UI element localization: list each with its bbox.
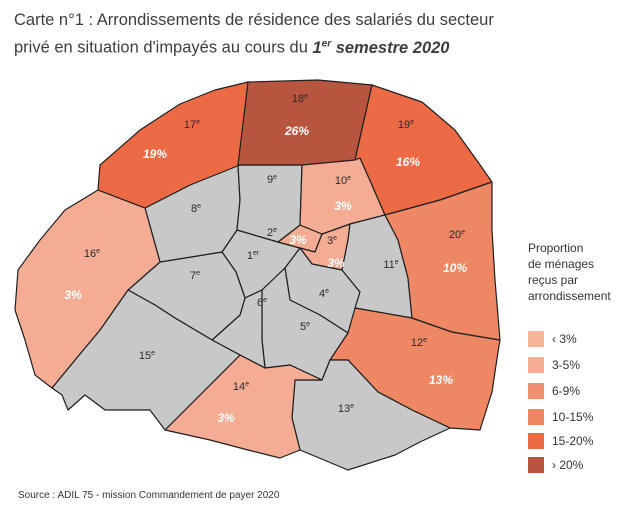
arrondissement-20	[384, 181, 501, 341]
arrondissement-label-11: 11e	[383, 259, 398, 271]
legend-label: 15-20%	[552, 434, 594, 448]
arrondissement-label-12: 12e	[411, 337, 427, 349]
arrondissement-label-2: 2e	[267, 227, 277, 239]
arrondissement-label-8: 8e	[191, 203, 201, 215]
arrondissement-value-19: 16%	[396, 155, 420, 169]
arrondissement-label-20: 20e	[449, 229, 465, 241]
arrondissement-label-17: 17e	[184, 119, 200, 131]
legend-label: › 20%	[552, 458, 584, 472]
arrondissement-value-16: 3%	[64, 288, 82, 302]
map-title-semester-num: 1	[312, 38, 322, 57]
legend-title-line: arrondissement	[528, 289, 611, 303]
arrondissement-value-2: 3%	[289, 233, 307, 247]
arrondissement-label-10: 10e	[335, 175, 351, 187]
arrondissement-labels: 1er 2e 3% 3e 3% 4e 5e 6e 7e 8e 9e 10e 3% 11e 12e 13% 13e…	[64, 93, 467, 425]
map-title-line1: Carte n°1 : Arrondissements de résidence…	[14, 11, 494, 29]
legend-title: Proportion de ménages reçus par arrondis…	[528, 240, 628, 304]
arrondissement-label-18: 18e	[292, 93, 308, 105]
map-title-line2: privé en situation d'impayés au cours du…	[14, 32, 614, 60]
legend-label: 3-5%	[552, 358, 581, 372]
legend-title-line: reçus par	[528, 273, 579, 287]
legend-title-line: Proportion	[528, 241, 584, 255]
legend-swatch	[528, 409, 544, 425]
arrondissement-value-10: 3%	[334, 199, 352, 213]
map-title: Carte n°1 : Arrondissements de résidence…	[14, 8, 614, 60]
arrondissement-16	[14, 189, 161, 389]
legend-swatch	[528, 331, 544, 347]
arrondissement-label-14: 14e	[233, 381, 249, 393]
arrondissement-label-9: 9e	[267, 174, 277, 186]
arrondissement-17	[97, 81, 249, 209]
arrondissement-label-19: 19e	[398, 119, 414, 131]
arrondissement-shapes	[14, 79, 501, 471]
source-note: Source : ADIL 75 - mission Commandement …	[18, 490, 280, 501]
arrondissement-label-7: 7e	[190, 270, 200, 282]
legend-label: 6-9%	[552, 384, 581, 398]
arrondissement-label-16: 16e	[84, 248, 100, 260]
legend-swatch	[528, 383, 544, 399]
legend-swatch	[528, 433, 544, 449]
arrondissement-label-3: 3e	[327, 235, 337, 247]
arrondissement-value-3: 3%	[327, 256, 345, 270]
map-title-semester-rest: semestre 2020	[331, 38, 450, 57]
legend-swatch	[528, 457, 544, 473]
arrondissement-label-1: 1er	[247, 250, 260, 262]
arrondissement-label-15: 15e	[139, 350, 155, 362]
arrondissement-label-6: 6e	[257, 297, 267, 309]
arrondissement-label-13: 13e	[338, 403, 354, 415]
arrondissement-value-12: 13%	[429, 373, 453, 387]
arrondissement-value-18: 26%	[284, 124, 309, 138]
legend-label: 10-15%	[552, 410, 594, 424]
map-title-semester-sup: er	[321, 38, 332, 49]
arrondissement-value-20: 10%	[443, 261, 467, 275]
legend-label: ‹ 3%	[552, 332, 577, 346]
arrondissement-label-5: 5e	[300, 321, 310, 333]
arrondissement-value-14: 3%	[217, 411, 235, 425]
legend-title-line: de ménages	[528, 257, 595, 271]
map-title-semester: 1er semestre 2020	[312, 38, 450, 57]
arrondissement-value-17: 19%	[143, 147, 167, 161]
arrondissement-label-4: 4e	[319, 288, 329, 300]
map-title-line2-prefix: privé en situation d'impayés au cours du	[14, 38, 313, 57]
legend-swatch	[528, 357, 544, 373]
